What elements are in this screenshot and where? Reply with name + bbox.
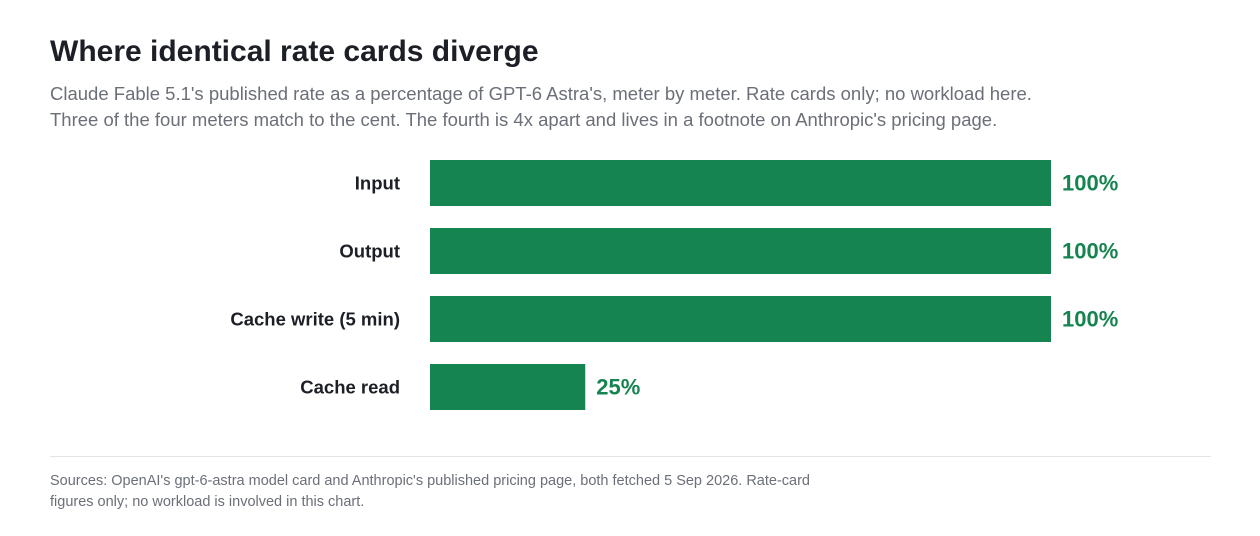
bar bbox=[430, 296, 1051, 342]
subtitle-line-1: Claude Fable 5.1's published rate as a p… bbox=[50, 83, 1032, 104]
sources-line-1: Sources: OpenAI's gpt-6-astra model card… bbox=[50, 473, 810, 489]
sources-line-2: figures only; no workload is involved in… bbox=[50, 494, 365, 510]
bar-chart: Input 100% Output 100% Cache write (5 min) 10… bbox=[230, 160, 1118, 410]
chart-title: Where identical rate cards diverge bbox=[50, 35, 539, 68]
value-label: 100% bbox=[1062, 307, 1118, 332]
category-label: Input bbox=[355, 173, 400, 194]
bar bbox=[430, 364, 586, 410]
chart-subtitle: Claude Fable 5.1's published rate as a p… bbox=[50, 81, 1210, 132]
value-label: 25% bbox=[596, 375, 640, 400]
category-label: Output bbox=[339, 241, 400, 262]
category-label: Cache write (5 min) bbox=[230, 309, 400, 330]
bar bbox=[430, 228, 1051, 274]
footer-divider bbox=[50, 456, 1211, 457]
value-label: 100% bbox=[1062, 239, 1118, 264]
subtitle-line-2: Three of the four meters match to the ce… bbox=[50, 108, 998, 130]
value-label: 100% bbox=[1062, 171, 1118, 196]
bar bbox=[430, 160, 1051, 206]
sources-note: Sources: OpenAI's gpt-6-astra model card… bbox=[50, 471, 850, 513]
category-label: Cache read bbox=[300, 377, 400, 398]
